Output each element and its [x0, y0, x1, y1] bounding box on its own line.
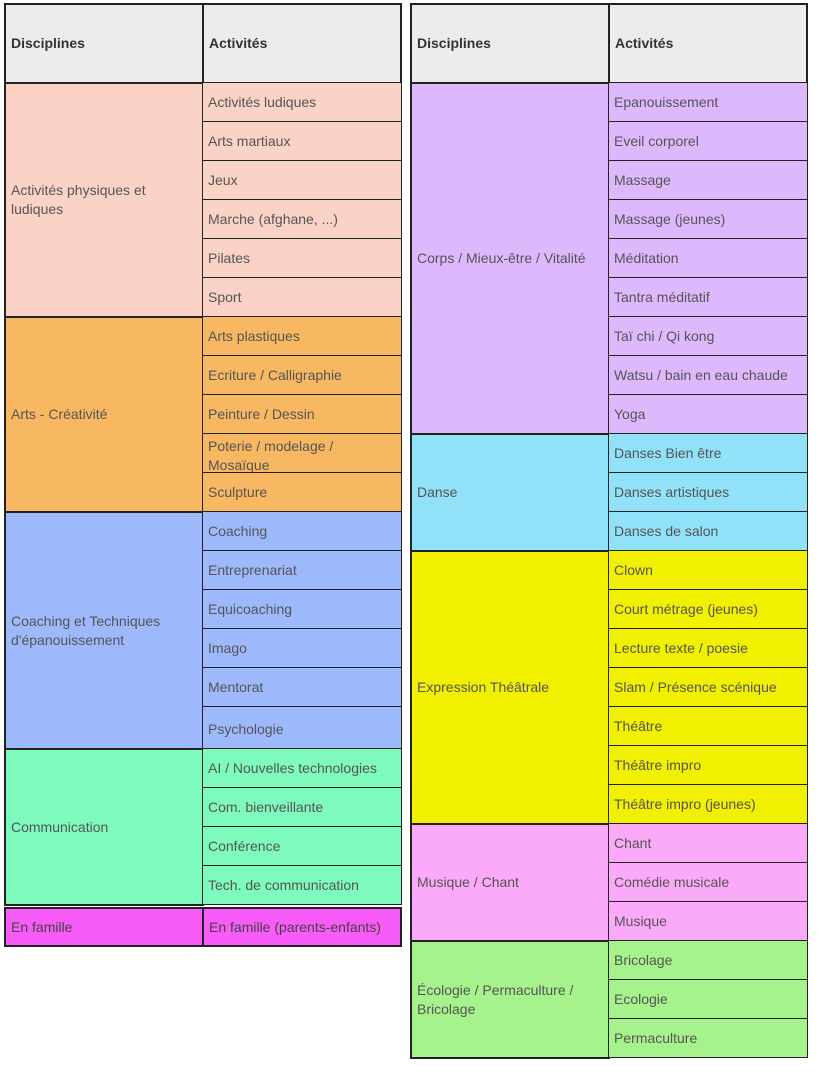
discipline-cell: Écologie / Permaculture / Bricolage — [410, 940, 610, 1059]
activity-cell: Ecologie — [608, 979, 808, 1019]
activity-cell: Lecture texte / poesie — [608, 628, 808, 668]
activity-cell: Coaching — [202, 511, 402, 551]
activity-cell: Jeux — [202, 160, 402, 200]
discipline-group: En famille En famille (parents-enfants) — [4, 907, 402, 947]
discipline-group: Expression Théâtrale Clown Court métrage… — [410, 550, 808, 825]
right-table: Disciplines Activités Corps / Mieux-être… — [410, 3, 808, 1059]
activity-cell: Clown — [608, 550, 808, 590]
activity-list: Chant Comédie musicale Musique — [608, 823, 808, 941]
activity-cell: Activités ludiques — [202, 82, 402, 122]
activity-list: Clown Court métrage (jeunes) Lecture tex… — [608, 550, 808, 824]
activity-cell: Court métrage (jeunes) — [608, 589, 808, 629]
discipline-group: Communication AI / Nouvelles technologie… — [4, 748, 402, 906]
activity-cell: Mentorat — [202, 667, 402, 707]
left-table: Disciplines Activités Activités physique… — [4, 3, 402, 947]
activity-cell: Epanouissement — [608, 82, 808, 122]
header-disciplines: Disciplines — [410, 3, 610, 84]
discipline-group: Écologie / Permaculture / Bricolage Bric… — [410, 940, 808, 1059]
activity-cell: Marche (afghane, ...) — [202, 199, 402, 239]
discipline-group: Danse Danses Bien être Danses artistique… — [410, 433, 808, 552]
activity-list: Danses Bien être Danses artistiques Dans… — [608, 433, 808, 551]
activity-list: Coaching Entreprenariat Equicoaching Ima… — [202, 511, 402, 749]
discipline-group: Activités physiques et ludiques Activité… — [4, 82, 402, 318]
activity-cell: Massage — [608, 160, 808, 200]
activity-cell: Sport — [202, 277, 402, 317]
activity-cell: En famille (parents-enfants) — [202, 907, 402, 947]
activity-cell: Danses artistiques — [608, 472, 808, 512]
discipline-cell: Expression Théâtrale — [410, 550, 610, 825]
discipline-cell: En famille — [4, 907, 204, 947]
activity-cell: Bricolage — [608, 940, 808, 980]
activity-cell: Watsu / bain en eau chaude — [608, 355, 808, 395]
activity-cell: Imago — [202, 628, 402, 668]
activity-cell: Arts plastiques — [202, 316, 402, 356]
activity-cell: Equicoaching — [202, 589, 402, 629]
discipline-group: Arts - Créativité Arts plastiques Ecritu… — [4, 316, 402, 513]
activity-cell: Peinture / Dessin — [202, 394, 402, 434]
discipline-cell: Arts - Créativité — [4, 316, 204, 513]
discipline-cell: Musique / Chant — [410, 823, 610, 942]
discipline-group: Coaching et Techniques d'épanouissement … — [4, 511, 402, 750]
activity-cell: Massage (jeunes) — [608, 199, 808, 239]
activity-cell: Psychologie — [202, 706, 402, 749]
activity-cell: Théâtre impro (jeunes) — [608, 784, 808, 824]
activity-cell: Comédie musicale — [608, 862, 808, 902]
discipline-cell: Activités physiques et ludiques — [4, 82, 204, 318]
activity-list: Activités ludiques Arts martiaux Jeux Ma… — [202, 82, 402, 317]
activity-cell: Slam / Présence scénique — [608, 667, 808, 707]
activity-cell: Ecriture / Calligraphie — [202, 355, 402, 395]
activity-cell: Entreprenariat — [202, 550, 402, 590]
activity-cell: Taï chi / Qi kong — [608, 316, 808, 356]
activity-list: Epanouissement Eveil corporel Massage Ma… — [608, 82, 808, 434]
header-row: Disciplines Activités — [4, 3, 402, 84]
header-disciplines: Disciplines — [4, 3, 204, 84]
activity-cell: AI / Nouvelles technologies — [202, 748, 402, 788]
activity-cell: Permaculture — [608, 1018, 808, 1058]
activity-cell: Musique — [608, 901, 808, 941]
activity-cell: Chant — [608, 823, 808, 863]
activity-list: Arts plastiques Ecriture / Calligraphie … — [202, 316, 402, 512]
activity-cell: Théâtre impro — [608, 745, 808, 785]
activity-cell: Com. bienveillante — [202, 787, 402, 827]
header-row: Disciplines Activités — [410, 3, 808, 84]
discipline-group: Corps / Mieux-être / Vitalité Epanouisse… — [410, 82, 808, 435]
activity-cell: Tech. de communication — [202, 865, 402, 905]
activity-cell: Danses de salon — [608, 511, 808, 551]
discipline-cell: Coaching et Techniques d'épanouissement — [4, 511, 204, 750]
activity-list: En famille (parents-enfants) — [202, 907, 402, 947]
header-activities: Activités — [202, 3, 402, 84]
discipline-cell: Communication — [4, 748, 204, 906]
activity-cell: Pilates — [202, 238, 402, 278]
activity-cell: Eveil corporel — [608, 121, 808, 161]
activity-list: Bricolage Ecologie Permaculture — [608, 940, 808, 1058]
activity-cell: Théâtre — [608, 706, 808, 746]
discipline-cell: Danse — [410, 433, 610, 552]
activity-cell: Yoga — [608, 394, 808, 434]
activity-cell: Tantra méditatif — [608, 277, 808, 317]
activity-cell: Sculpture — [202, 472, 402, 512]
activity-cell: Méditation — [608, 238, 808, 278]
activity-cell: Danses Bien être — [608, 433, 808, 473]
activity-cell: Poterie / modelage / Mosaïque — [202, 433, 402, 473]
discipline-group: Musique / Chant Chant Comédie musicale M… — [410, 823, 808, 942]
discipline-cell: Corps / Mieux-être / Vitalité — [410, 82, 610, 435]
header-activities: Activités — [608, 3, 808, 84]
activity-cell: Conférence — [202, 826, 402, 866]
activity-cell: Arts martiaux — [202, 121, 402, 161]
activity-list: AI / Nouvelles technologies Com. bienvei… — [202, 748, 402, 905]
